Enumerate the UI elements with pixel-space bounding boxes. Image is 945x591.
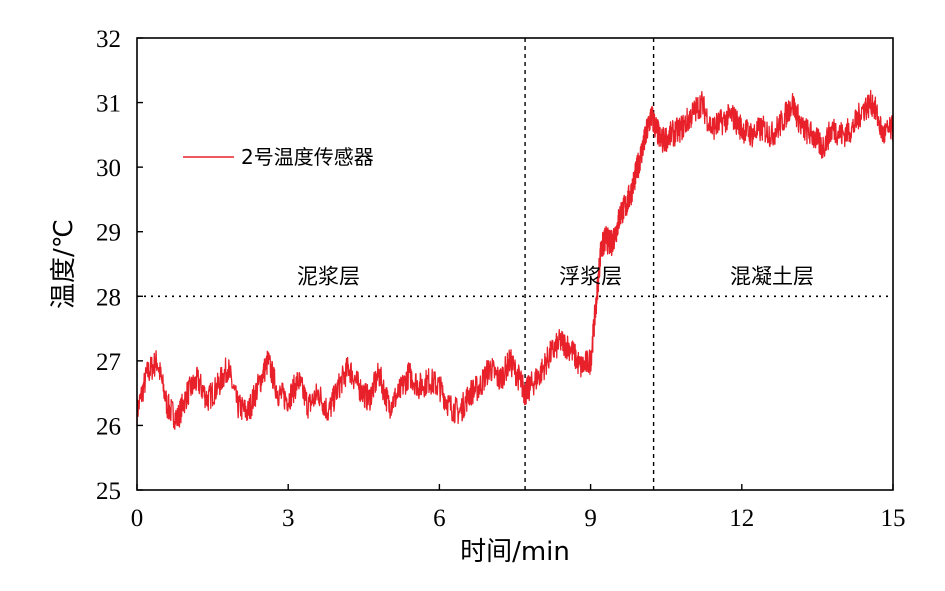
- legend-label: 2号温度传感器: [241, 145, 374, 169]
- tick-labels: 0 3 6 9 12 15 25 26 27 28 29 30 31 32: [96, 26, 906, 532]
- x-tick-label: 6: [433, 505, 446, 532]
- x-axis-title: 时间/min: [460, 537, 570, 567]
- series-line: [136, 89, 894, 430]
- region-labels: 泥浆层 浮浆层 混凝土层: [297, 264, 814, 288]
- region-label: 浮浆层: [559, 264, 622, 288]
- y-tick-label: 26: [96, 413, 121, 440]
- y-tick-label: 30: [96, 155, 121, 182]
- x-tick-label: 0: [131, 505, 144, 532]
- axes: [136, 37, 894, 491]
- y-tick-label: 25: [96, 478, 121, 505]
- x-tick-label: 15: [881, 505, 906, 532]
- y-tick-label: 31: [96, 91, 121, 118]
- y-tick-label: 29: [96, 220, 121, 247]
- region-label: 混凝土层: [730, 264, 814, 288]
- y-axis-title: 温度/℃: [49, 219, 79, 309]
- y-tick-label: 28: [96, 284, 121, 311]
- series-group: [136, 89, 894, 430]
- plot-frame: [136, 37, 894, 491]
- legend: 2号温度传感器: [183, 145, 374, 169]
- x-tick-label: 9: [584, 505, 597, 532]
- x-tick-label: 12: [729, 505, 754, 532]
- y-tick-label: 32: [96, 26, 121, 53]
- x-tick-label: 3: [282, 505, 295, 532]
- region-label: 泥浆层: [297, 264, 360, 288]
- y-tick-label: 27: [96, 349, 121, 376]
